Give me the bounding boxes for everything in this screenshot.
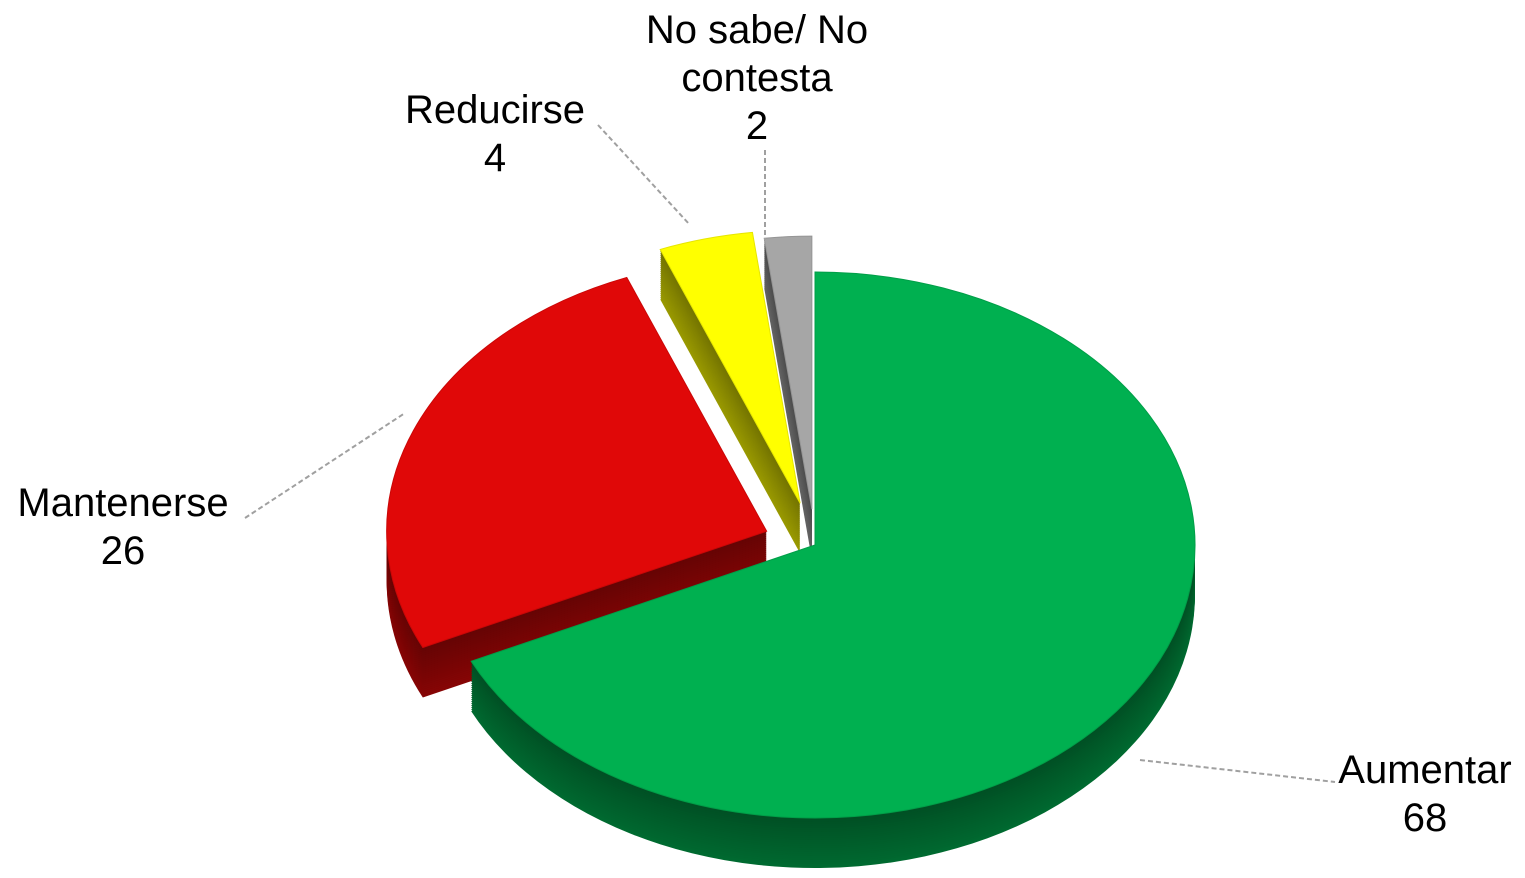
value-label: 68 [1402,796,1448,840]
category-label: No sabe/ No contesta [645,8,869,100]
slice [659,231,801,504]
leader-line [1139,759,1336,783]
value-label: 26 [100,529,146,573]
data-label: Aumentar 68 [1338,746,1511,842]
category-label: Mantenerse [17,481,229,525]
slice [386,276,768,649]
data-label: Mantenerse 26 [17,479,228,575]
slice [470,271,1196,819]
data-label: No sabe/ No contesta 2 [627,6,887,150]
value-label: 2 [745,104,769,148]
leader-line [244,412,406,519]
value-label: 4 [483,136,507,180]
category-label: Reducirse [404,88,586,132]
category-label: Aumentar [1338,748,1512,792]
leader-line [597,124,691,226]
data-label: Reducirse 4 [405,86,585,182]
